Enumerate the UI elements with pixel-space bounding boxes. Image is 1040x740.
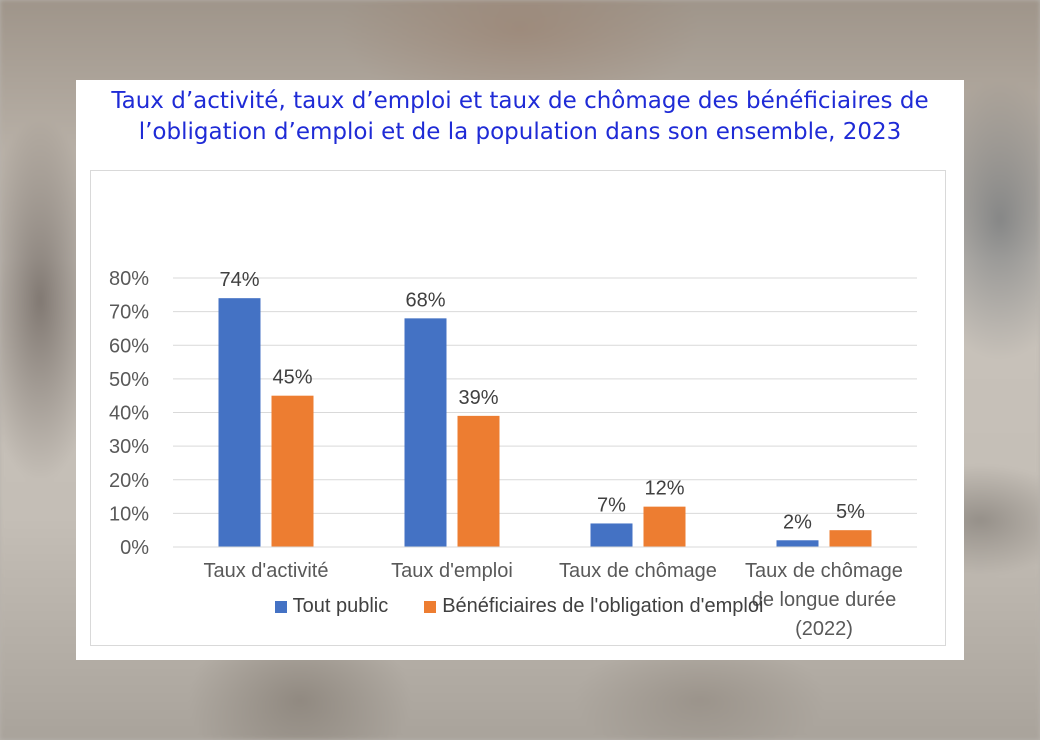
bar <box>218 298 261 547</box>
legend-swatch-tout-public <box>274 600 287 613</box>
bar <box>643 506 686 547</box>
bar-chart: 0% 10% 20% 30% 40% 50% 60% 70% 80% 74% 45% Taux d'a… <box>109 268 917 640</box>
bar <box>776 540 819 547</box>
data-label: 45% <box>272 367 312 389</box>
y-tick-label: 60% <box>109 335 149 357</box>
legend-item-tout-public: Tout public <box>274 595 389 618</box>
legend-label-beneficiaires: Bénéficiaires de l'obligation d'emploi <box>442 595 764 617</box>
x-tick-label: Taux d'activité <box>204 560 329 582</box>
bar <box>829 530 872 547</box>
data-label: 7% <box>597 494 626 516</box>
x-tick-label: Taux de chômage <box>745 560 903 582</box>
legend-swatch-beneficiaires <box>424 600 437 613</box>
chart-title: Taux d’activité, taux d’emploi et taux d… <box>111 88 929 145</box>
bar <box>271 395 314 547</box>
bar <box>457 415 500 547</box>
data-label: 12% <box>644 478 684 500</box>
y-tick-label: 10% <box>109 503 149 525</box>
bar <box>404 318 447 547</box>
y-tick-label: 40% <box>109 403 149 425</box>
data-label: 39% <box>458 387 498 409</box>
x-tick-label: Taux d'emploi <box>391 560 513 582</box>
x-tick-label: Taux de chômage <box>559 560 717 582</box>
data-label: 74% <box>219 269 259 291</box>
data-label: 5% <box>836 501 865 523</box>
x-tick-label: (2022) <box>795 618 853 640</box>
chart-area: 0% 10% 20% 30% 40% 50% 60% 70% 80% 74% 45% Taux d'a… <box>90 170 946 646</box>
chart-card: Taux d’activité, taux d’emploi et taux d… <box>76 80 964 660</box>
y-tick-label: 20% <box>109 470 149 492</box>
data-label: 2% <box>783 511 812 533</box>
data-label: 68% <box>405 289 445 311</box>
legend-label-tout-public: Tout public <box>292 595 389 617</box>
y-tick-label: 50% <box>109 369 149 391</box>
y-tick-label: 80% <box>109 268 149 290</box>
y-tick-label: 0% <box>120 537 149 559</box>
y-tick-label: 70% <box>109 302 149 324</box>
legend: Tout public Bénéficiaires de l'obligatio… <box>91 595 947 618</box>
bar <box>590 523 633 547</box>
legend-item-beneficiaires: Bénéficiaires de l'obligation d'emploi <box>424 595 763 618</box>
x-tick-label: de longue durée <box>752 589 897 611</box>
y-tick-label: 30% <box>109 436 149 458</box>
